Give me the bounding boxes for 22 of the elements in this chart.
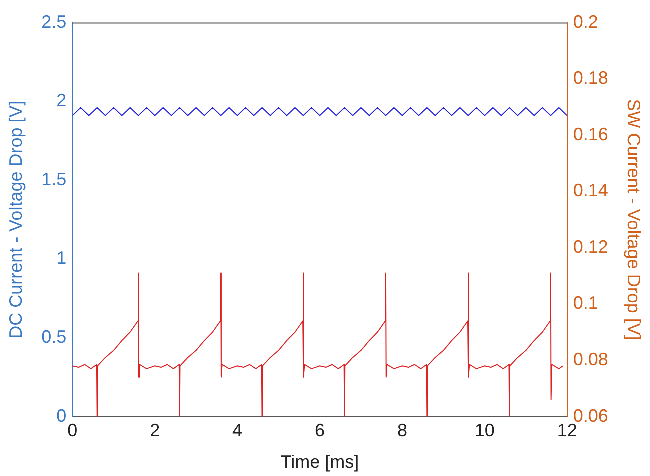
x-tick-label: 4	[232, 420, 243, 441]
y2-tick-label: 0.14	[573, 180, 608, 201]
y2-tick-label: 0.18	[573, 68, 608, 88]
y2-tick-label: 0.12	[573, 236, 608, 257]
y-tick-label: 0.5	[42, 326, 67, 347]
y-tick-label: 0	[56, 406, 67, 426]
y2-tick-label: 0.16	[573, 124, 608, 144]
y-tick-label: 2.5	[42, 12, 67, 32]
y-tick-label: 1	[56, 248, 67, 268]
y-tick-label: 1.5	[42, 169, 67, 190]
y-axis-title: DC Current - Voltage Drop [V]	[6, 100, 26, 339]
x-tick-label: 2	[150, 420, 160, 441]
y2-axis-title: SW Current - Voltage Drop [V]	[624, 99, 644, 340]
x-tick-label: 6	[314, 420, 325, 441]
y-tick-label: 2	[56, 90, 67, 111]
y2-tick-label: 0.1	[573, 293, 598, 314]
x-tick-label: 12	[557, 420, 578, 441]
x-tick-label: 10	[474, 420, 495, 441]
y2-tick-label: 0.2	[573, 12, 598, 32]
y2-tick-label: 0.08	[573, 349, 608, 370]
x-axis-title: Time [ms]	[280, 452, 360, 472]
x-tick-label: 8	[397, 420, 408, 441]
